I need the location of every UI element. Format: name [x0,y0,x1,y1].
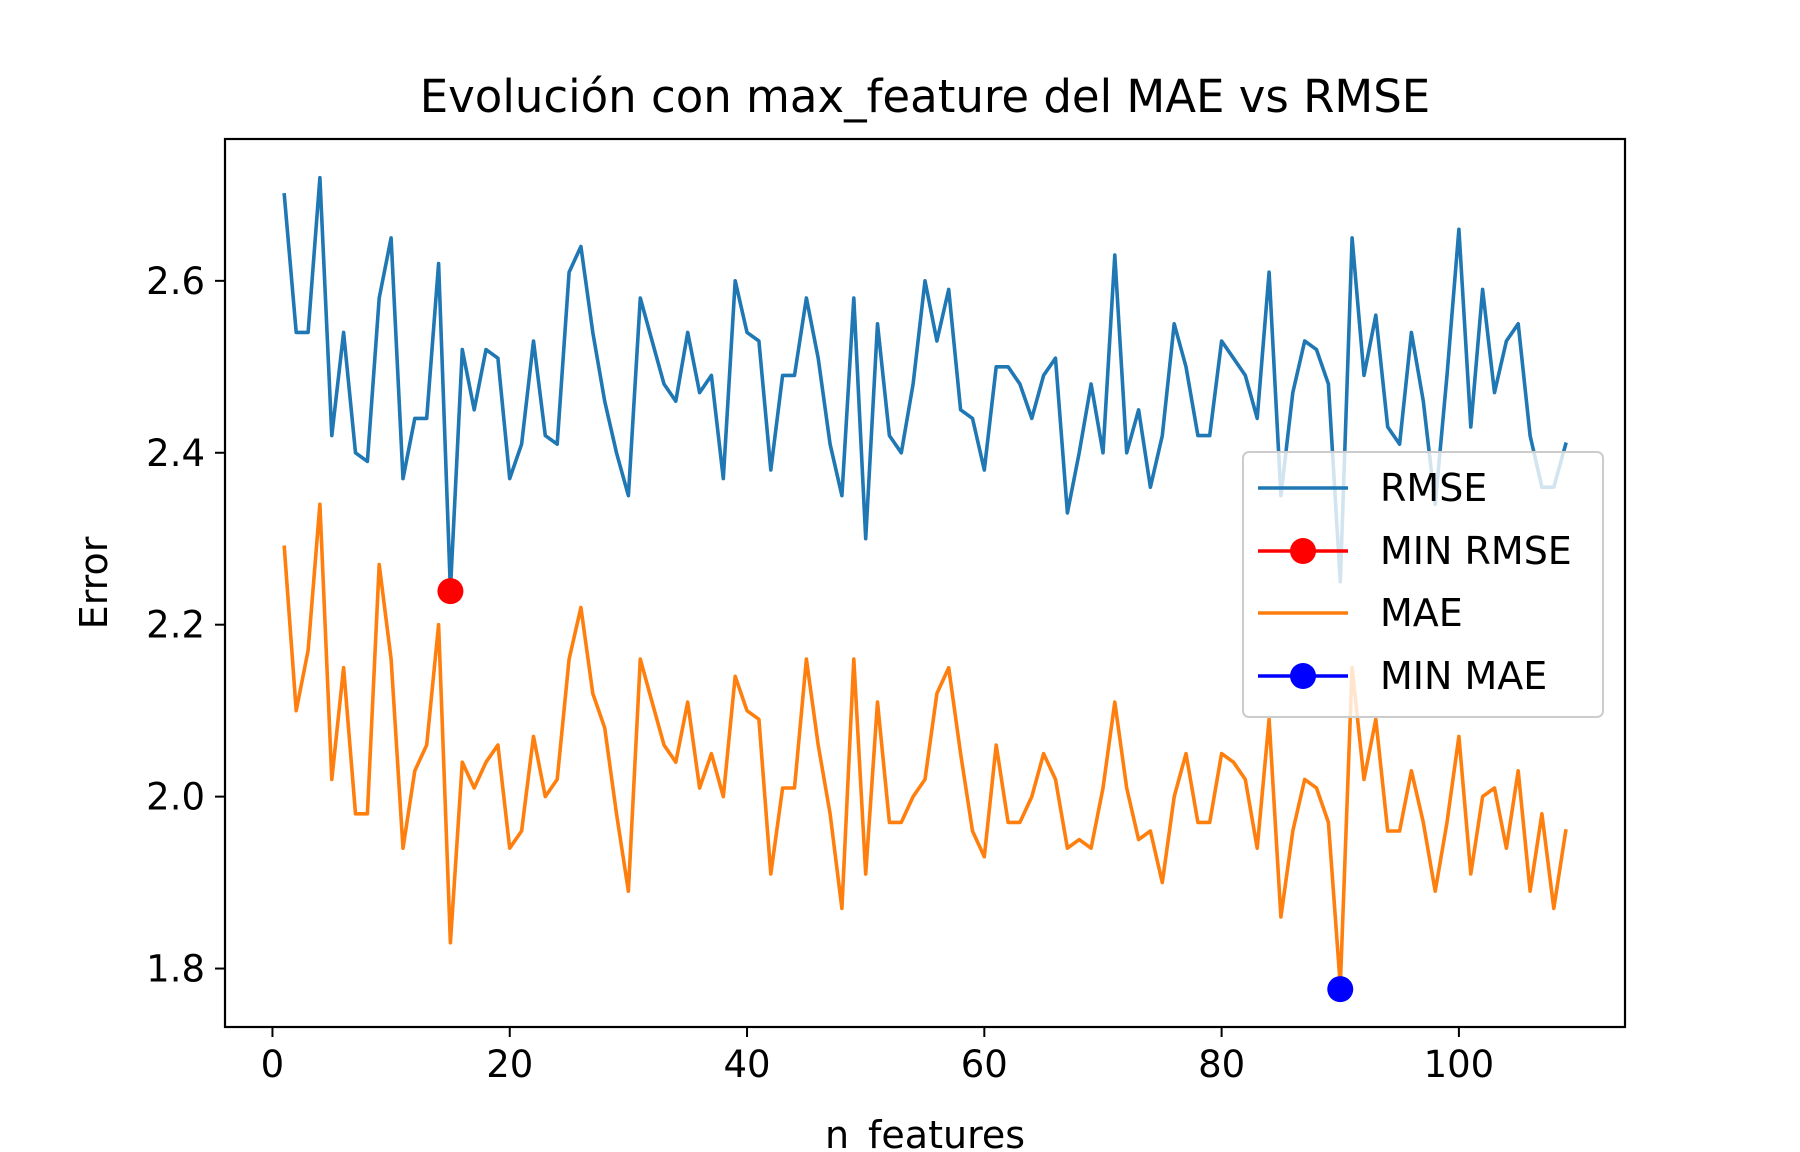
legend-label-rmse: RMSE [1380,466,1487,510]
y-axis: 1.8 2.0 2.2 2.4 2.6 [146,260,225,991]
x-axis-label: n_features [825,1113,1025,1152]
x-tick-label: 20 [486,1043,533,1086]
y-tick-label: 2.2 [146,604,205,647]
y-tick-label: 2.4 [146,432,205,475]
plot-area [223,137,1627,1029]
marker-min-mae [1327,976,1354,1003]
series-line-rmse [282,175,1568,593]
marker-min-rmse [437,578,464,605]
legend-marker-min-mae [1290,663,1316,689]
x-tick-label: 40 [723,1043,770,1086]
y-tick-label: 2.0 [146,776,205,819]
chart-title: Evolución con max_feature del MAE vs RMS… [420,70,1431,123]
legend-box [1242,451,1604,718]
x-axis: 0 20 40 60 80 100 [261,1027,1495,1086]
legend-label-min-mae: MIN MAE [1380,654,1547,698]
y-tick-label: 1.8 [146,948,205,991]
x-tick-label: 0 [261,1043,285,1086]
x-tick-label: 100 [1424,1043,1495,1086]
plot-frame [223,137,1627,1029]
y-axis-label: Error [72,536,116,629]
y-tick-label: 2.6 [146,260,205,303]
legend-label-min-rmse: MIN RMSE [1380,529,1572,573]
legend: RMSE MIN RMSE MAE MIN MAE [1242,451,1604,718]
marker-layer [437,578,1354,1003]
legend-label-mae: MAE [1380,591,1463,635]
x-tick-label: 60 [961,1043,1008,1086]
x-tick-label: 80 [1198,1043,1245,1086]
legend-marker-min-rmse [1290,538,1316,564]
